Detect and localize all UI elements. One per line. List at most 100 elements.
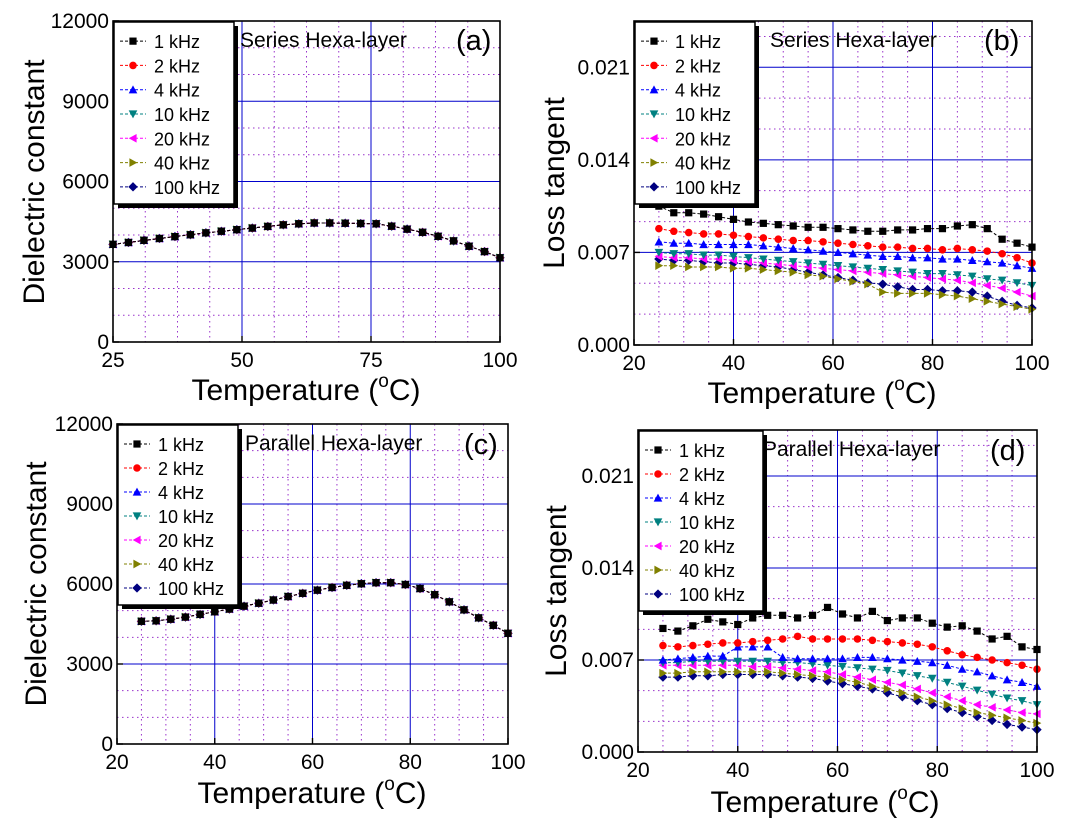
data-point [357, 219, 365, 228]
data-point [759, 234, 768, 242]
data-point [700, 262, 708, 272]
data-point [923, 269, 932, 278]
x-axis-label: Temperature (oC) [198, 774, 427, 810]
legend-entry: 100 kHz [679, 585, 745, 605]
x-tick-label: 60 [301, 751, 324, 774]
series-line [658, 241, 1033, 269]
data-point [967, 256, 977, 264]
data-point [341, 219, 349, 227]
legend-marker [129, 37, 137, 45]
legend-entry: 1 kHz [158, 435, 204, 455]
legend-marker [650, 61, 658, 70]
data-point [794, 614, 802, 622]
x-tick-label: 100 [1014, 352, 1049, 375]
data-point [913, 640, 922, 649]
data-point [868, 681, 877, 691]
data-point [684, 253, 693, 263]
data-point [909, 289, 917, 298]
data-point [883, 654, 892, 663]
data-point [853, 664, 862, 673]
data-point [928, 696, 937, 706]
data-point [674, 627, 682, 635]
data-point [1013, 302, 1022, 311]
x-axis-label: Temperature (oC) [192, 371, 421, 407]
data-point [808, 635, 817, 643]
legend-entry: 10 kHz [158, 507, 214, 527]
data-point [838, 635, 847, 643]
data-point [328, 583, 336, 592]
data-point [849, 240, 857, 249]
data-point [659, 668, 668, 678]
data-point [938, 274, 947, 284]
data-point [733, 639, 742, 647]
data-point [419, 228, 427, 236]
series-4-khz [658, 642, 1042, 690]
data-point [927, 674, 937, 683]
data-point [763, 636, 772, 645]
data-point [853, 672, 862, 682]
legend-marker [653, 493, 663, 502]
series-line [662, 671, 1038, 724]
data-point [973, 653, 981, 662]
data-point [659, 624, 667, 633]
data-point [868, 653, 877, 661]
data-point [763, 642, 772, 651]
data-point [744, 263, 753, 273]
data-point [818, 263, 827, 273]
data-point [763, 662, 772, 671]
data-point [868, 665, 877, 674]
legend-entry: 10 kHz [679, 513, 735, 533]
data-point [719, 618, 727, 626]
data-point [927, 688, 936, 698]
data-point [434, 232, 442, 240]
data-point [923, 273, 932, 282]
data-point [803, 262, 812, 272]
panel-a: 25 50 75 100 0 3000 6000 9000 12000 Temperature (… [18, 10, 518, 407]
data-point [703, 657, 713, 666]
data-point [823, 667, 832, 677]
data-point [864, 227, 872, 235]
data-point [878, 279, 888, 289]
data-point [878, 243, 887, 251]
data-point [465, 242, 473, 250]
data-point [704, 615, 712, 623]
x-tick-label: 20 [622, 352, 645, 375]
data-point [868, 636, 877, 645]
series-10-khz [658, 657, 1042, 710]
data-point [685, 262, 694, 272]
data-point [987, 690, 997, 699]
data-point [837, 678, 848, 689]
data-point [953, 222, 961, 230]
data-point [958, 650, 966, 659]
data-point [748, 642, 758, 651]
data-point [863, 250, 873, 259]
data-point [967, 278, 976, 288]
data-point [937, 286, 948, 296]
data-point [928, 619, 936, 627]
data-point [777, 671, 788, 681]
data-point [938, 225, 947, 233]
data-point [883, 678, 891, 687]
data-point [853, 653, 862, 661]
x-tick-label: 20 [105, 751, 128, 774]
data-point [140, 236, 148, 244]
data-point [689, 667, 698, 677]
data-point [823, 661, 832, 670]
data-point [703, 651, 713, 660]
data-point [883, 666, 892, 675]
y-tick-label: 3000 [66, 653, 113, 676]
legend-entry: 2 kHz [154, 56, 200, 76]
data-point [823, 635, 832, 643]
data-point [744, 218, 753, 226]
data-point [137, 617, 146, 625]
y-tick-label: 0.021 [581, 465, 634, 488]
data-point [927, 700, 937, 710]
legend-entry: 2 kHz [679, 465, 725, 485]
data-point [958, 622, 966, 630]
data-point [744, 254, 753, 263]
data-point [284, 592, 292, 601]
data-point [997, 283, 1006, 293]
data-point [670, 227, 678, 236]
data-point [718, 657, 728, 666]
series-line [662, 646, 1038, 687]
